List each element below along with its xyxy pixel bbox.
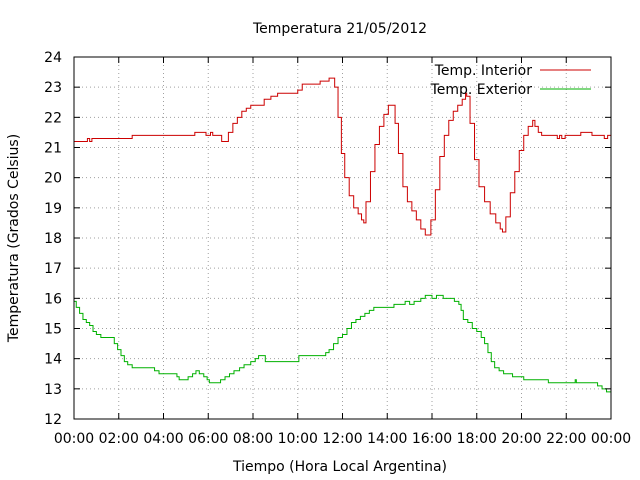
x-tick-label: 14:00 bbox=[367, 431, 407, 447]
grid bbox=[74, 57, 611, 419]
x-tick-label: 06:00 bbox=[188, 431, 228, 447]
series-line-interior bbox=[74, 77, 612, 236]
y-tick-label: 19 bbox=[44, 201, 62, 217]
y-tick-label: 13 bbox=[44, 382, 62, 398]
x-tick-label: 12:00 bbox=[322, 431, 362, 447]
x-tick-label: 08:00 bbox=[233, 431, 273, 447]
chart-title: Temperatura 21/05/2012 bbox=[252, 21, 427, 37]
series-line-exterior bbox=[74, 294, 611, 393]
y-tick-label: 24 bbox=[44, 50, 62, 66]
legend: Temp. Interior Temp. Exterior bbox=[430, 63, 591, 98]
axis-ticks: 00:00 02:00 04:00 06:00 08:00 10:00 12:00 14:00… bbox=[44, 50, 631, 447]
y-tick-label: 21 bbox=[44, 141, 62, 157]
x-tick-label: 00:00 bbox=[591, 431, 631, 447]
y-tick-label: 14 bbox=[44, 352, 62, 368]
x-tick-label: 16:00 bbox=[412, 431, 452, 447]
y-tick-label: 15 bbox=[44, 322, 62, 338]
legend-label-interior: Temp. Interior bbox=[434, 63, 533, 79]
x-axis-label: Tiempo (Hora Local Argentina) bbox=[232, 459, 447, 475]
y-tick-label: 17 bbox=[44, 261, 62, 277]
y-tick-label: 20 bbox=[44, 171, 62, 187]
x-tick-label: 02:00 bbox=[99, 431, 139, 447]
legend-label-exterior: Temp. Exterior bbox=[430, 82, 533, 98]
y-tick-label: 23 bbox=[44, 80, 62, 96]
y-axis-label: Temperatura (Grados Celsius) bbox=[6, 134, 22, 343]
y-tick-label: 16 bbox=[44, 291, 62, 307]
x-tick-label: 20:00 bbox=[501, 431, 541, 447]
x-tick-label: 04:00 bbox=[143, 431, 183, 447]
y-tick-label: 22 bbox=[44, 110, 62, 126]
y-tick-label: 18 bbox=[44, 231, 62, 247]
y-tick-label: 12 bbox=[44, 412, 62, 428]
x-tick-label: 18:00 bbox=[457, 431, 497, 447]
x-tick-label: 00:00 bbox=[54, 431, 94, 447]
plot-series bbox=[74, 77, 612, 393]
x-tick-label: 22:00 bbox=[546, 431, 586, 447]
x-tick-label: 10:00 bbox=[278, 431, 318, 447]
